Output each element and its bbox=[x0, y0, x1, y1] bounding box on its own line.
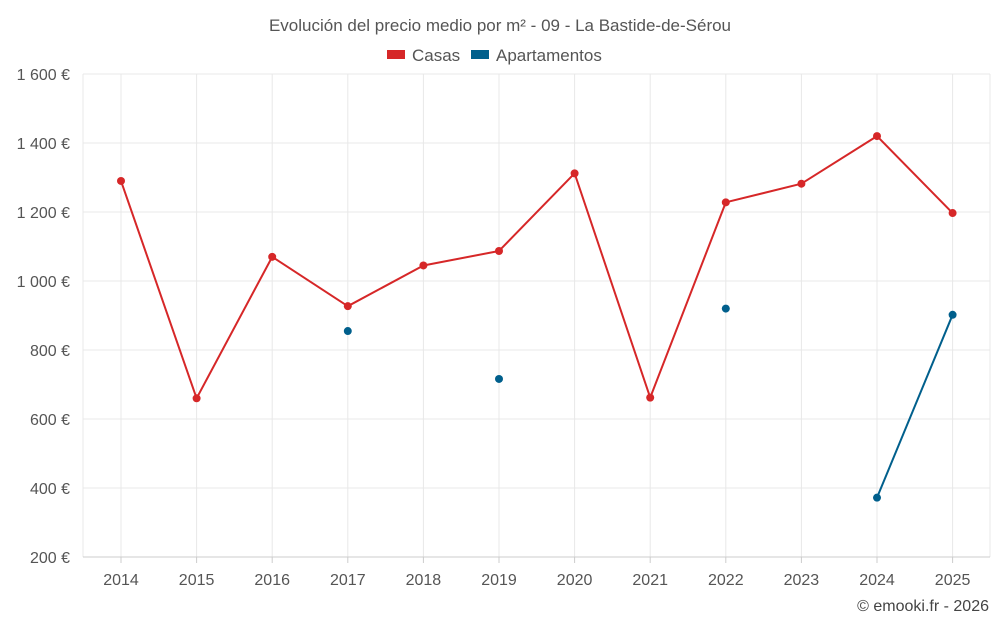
data-point-casas-2014[interactable] bbox=[117, 176, 125, 185]
legend-label-apartamentos: Apartamentos bbox=[496, 46, 602, 65]
data-point-apartamentos-2024[interactable] bbox=[873, 493, 881, 502]
data-point-apartamentos-2025[interactable] bbox=[948, 310, 957, 319]
x-tick-label: 2021 bbox=[632, 572, 668, 589]
series-casas bbox=[117, 132, 957, 403]
credit-text: © emooki.fr - 2026 bbox=[857, 598, 989, 615]
data-point-casas-2018[interactable] bbox=[419, 261, 428, 270]
data-point-apartamentos-2022[interactable] bbox=[721, 304, 730, 313]
chart-title: Evolución del precio medio por m² - 09 -… bbox=[269, 16, 731, 35]
data-point-casas-2021[interactable] bbox=[646, 393, 655, 402]
y-tick-label: 200 € bbox=[30, 550, 70, 567]
x-tick-label: 2024 bbox=[859, 572, 895, 589]
legend-swatch-apartamentos bbox=[471, 50, 489, 59]
y-tick-label: 1 600 € bbox=[17, 67, 70, 84]
legend-label-casas: Casas bbox=[412, 46, 460, 65]
series-line-apartamentos bbox=[876, 314, 954, 499]
data-point-casas-2024[interactable] bbox=[873, 132, 881, 141]
data-point-casas-2023[interactable] bbox=[797, 179, 806, 188]
x-tick-label: 2016 bbox=[254, 572, 290, 589]
data-point-apartamentos-2017[interactable] bbox=[343, 327, 352, 336]
y-tick-label: 600 € bbox=[30, 412, 70, 429]
y-tick-label: 400 € bbox=[30, 481, 70, 498]
legend-item-apartamentos[interactable]: Apartamentos bbox=[471, 46, 602, 65]
x-tick-label: 2025 bbox=[935, 572, 971, 589]
data-point-casas-2015[interactable] bbox=[192, 394, 201, 403]
data-point-casas-2019[interactable] bbox=[495, 246, 503, 255]
data-point-casas-2022[interactable] bbox=[721, 198, 730, 207]
legend: Casas Apartamentos bbox=[387, 46, 602, 65]
data-point-casas-2016[interactable] bbox=[268, 252, 277, 261]
legend-swatch-casas bbox=[387, 50, 405, 59]
x-tick-label: 2019 bbox=[481, 572, 517, 589]
legend-item-casas[interactable]: Casas bbox=[387, 46, 460, 65]
y-tick-label: 1 400 € bbox=[17, 136, 70, 153]
data-point-casas-2025[interactable] bbox=[948, 209, 957, 218]
x-tick-label: 2023 bbox=[784, 572, 820, 589]
y-tick-label: 800 € bbox=[30, 343, 70, 360]
data-point-apartamentos-2019[interactable] bbox=[495, 374, 503, 383]
data-point-casas-2017[interactable] bbox=[343, 302, 352, 311]
x-tick-label: 2017 bbox=[330, 572, 366, 589]
grid bbox=[82, 73, 991, 557]
y-tick-label: 1 200 € bbox=[17, 205, 70, 222]
y-tick-label: 1 000 € bbox=[17, 274, 70, 291]
x-tick-label: 2020 bbox=[557, 572, 593, 589]
x-tick-label: 2022 bbox=[708, 572, 744, 589]
x-tick-label: 2018 bbox=[406, 572, 442, 589]
axes: 200 € 400 € 600 € 800 € 1 000 € 1 200 € 1 400 … bbox=[17, 67, 990, 589]
data-point-casas-2020[interactable] bbox=[570, 169, 579, 178]
x-tick-label: 2015 bbox=[179, 572, 215, 589]
series-line-casas bbox=[120, 135, 954, 400]
series bbox=[117, 132, 957, 502]
series-apartamentos bbox=[343, 304, 957, 502]
x-tick-label: 2014 bbox=[103, 572, 139, 589]
